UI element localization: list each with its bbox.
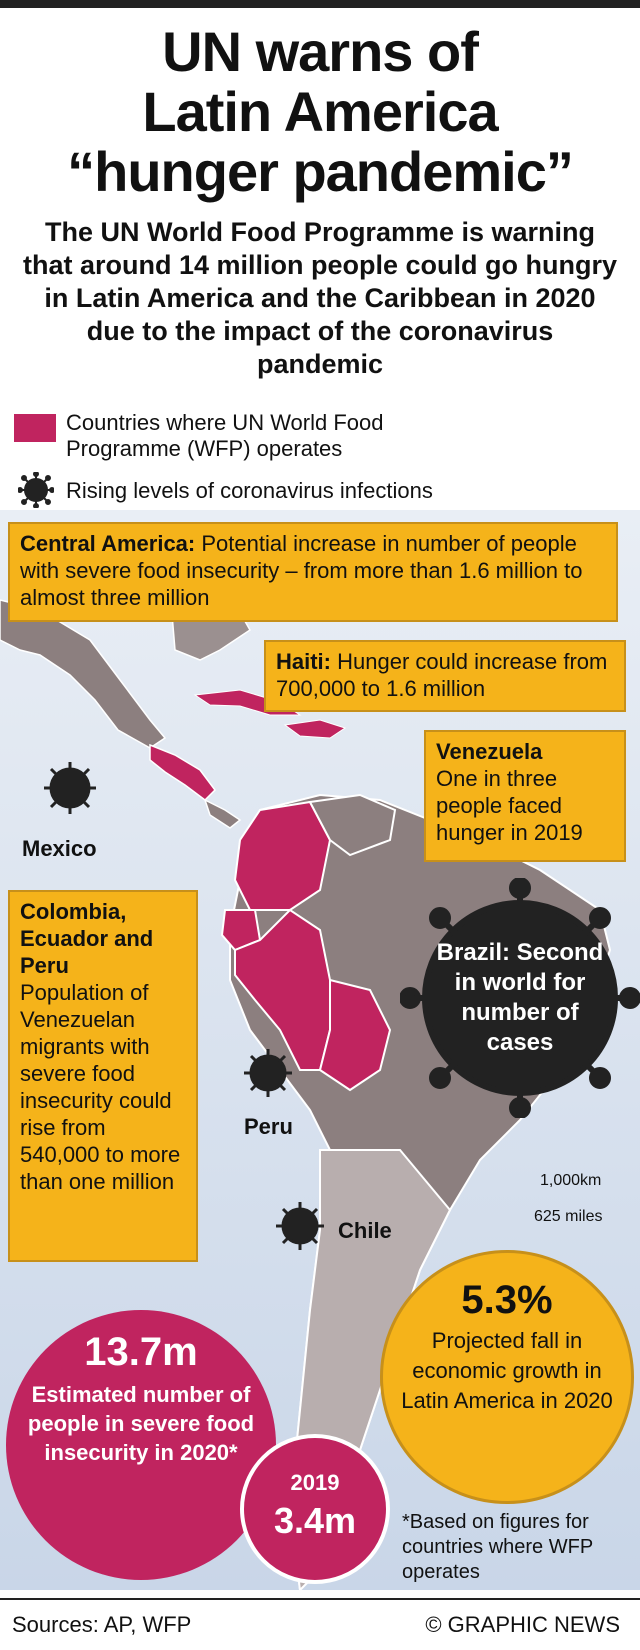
virus-icon-chile bbox=[276, 1202, 324, 1250]
venezuela-callout: Venezuela One in three people faced hung… bbox=[424, 730, 626, 862]
haiti-body: Hunger could increase from 700,000 to 1.… bbox=[276, 649, 608, 701]
growth-circle bbox=[380, 1250, 634, 1504]
colombia-body: Population of Venezuelan migrants with s… bbox=[20, 980, 181, 1194]
title-line-3: “hunger pandemic” bbox=[67, 140, 574, 203]
wfp-swatch bbox=[14, 414, 56, 442]
chile-label: Chile bbox=[338, 1218, 392, 1243]
scale-miles: 625 miles bbox=[534, 1208, 603, 1225]
title-line-1: UN warns of bbox=[162, 20, 479, 83]
growth-value: 5.3% bbox=[461, 1278, 553, 1322]
venezuela-body: One in three people faced hunger in 2019 bbox=[436, 766, 583, 845]
footnote: *Based on figures for countries where WF… bbox=[402, 1511, 593, 1583]
haiti-callout: Haiti: Hunger could increase from 700,00… bbox=[264, 640, 626, 712]
legend-wfp-label: Countries where UN World Food Programme … bbox=[66, 410, 384, 461]
brazil-virus-icon bbox=[400, 878, 640, 1118]
footer-rule bbox=[0, 1598, 640, 1600]
title-line-2: Latin America bbox=[142, 80, 498, 143]
legend-virus-label: Rising levels of coronavirus infections bbox=[66, 478, 433, 503]
virus-icon-mexico bbox=[44, 762, 96, 814]
mexico-label: Mexico bbox=[22, 836, 97, 861]
colombia-callout: Colombia, Ecuador and Peru Population of… bbox=[8, 890, 198, 1262]
colombia-head: Colombia, Ecuador and Peru bbox=[20, 899, 154, 978]
hispaniola-land bbox=[283, 719, 347, 739]
insecurity-text: Estimated number of people in severe foo… bbox=[27, 1382, 255, 1465]
credit: © GRAPHIC NEWS bbox=[425, 1612, 620, 1637]
virus-icon-peru bbox=[244, 1049, 292, 1097]
subtitle: The UN World Food Programme is warning t… bbox=[22, 217, 617, 379]
sources: Sources: AP, WFP bbox=[12, 1612, 192, 1637]
bolivia-land bbox=[318, 978, 392, 1092]
year-2019-label: 2019 bbox=[290, 1470, 340, 1495]
insecurity-value: 13.7m bbox=[84, 1330, 198, 1374]
venezuela-head: Venezuela bbox=[436, 739, 543, 764]
top-bar bbox=[0, 0, 640, 8]
central-america-body: Potential increase in number of people w… bbox=[20, 531, 583, 610]
year-2019-circle bbox=[240, 1434, 390, 1584]
insecurity-circle bbox=[6, 1310, 276, 1580]
haiti-head: Haiti: bbox=[276, 649, 331, 674]
brazil-label: Brazil: Second in world for number of ca… bbox=[436, 939, 604, 1056]
peru-label: Peru bbox=[244, 1114, 293, 1139]
page-title: UN warns of Latin America “hunger pandem… bbox=[0, 22, 640, 202]
central-america-head: Central America: bbox=[20, 531, 196, 556]
scale-km: 1,000km bbox=[540, 1172, 602, 1189]
growth-text: Projected fall in economic growth in Lat… bbox=[401, 1328, 613, 1413]
year-2019-value: 3.4m bbox=[273, 1500, 357, 1541]
mexico-land bbox=[0, 599, 167, 749]
panama-land bbox=[203, 798, 242, 829]
virus-icon bbox=[18, 472, 54, 508]
venezuela-land bbox=[308, 793, 397, 857]
central-america-callout: Central America: Potential increase in n… bbox=[8, 522, 618, 622]
